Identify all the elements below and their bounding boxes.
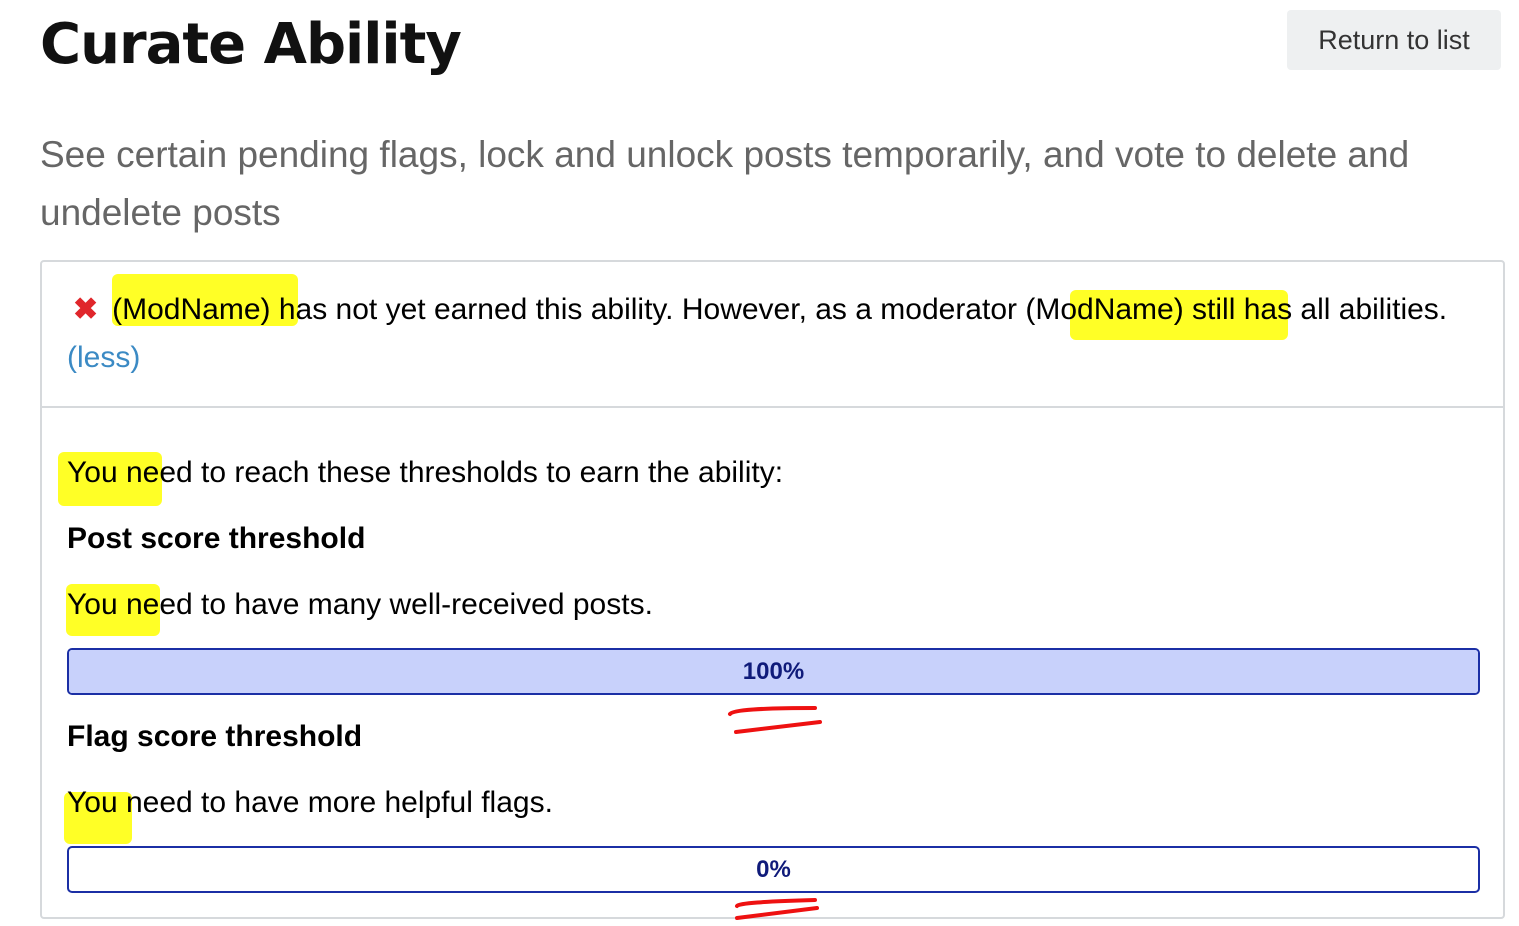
threshold-description: You need to have many well-received post… [67, 588, 653, 621]
ability-description: See certain pending flags, lock and unlo… [40, 134, 1410, 233]
threshold-heading: Post score threshold [67, 522, 366, 555]
return-to-list-button[interactable]: Return to list [1287, 10, 1501, 70]
ability-card: ✖ (ModName) has not yet earned this abili… [40, 260, 1505, 919]
annotation-scribble [728, 706, 822, 734]
progress-label: 0% [756, 856, 791, 883]
highlight-mark [64, 792, 132, 844]
thresholds-intro: You need to reach these thresholds to ea… [67, 456, 784, 489]
threshold-heading: Flag score threshold [67, 720, 363, 753]
highlight-mark [112, 274, 298, 326]
less-link[interactable]: (less) [67, 341, 141, 374]
highlight-mark [66, 584, 160, 636]
annotation-scribble [735, 898, 819, 920]
progress-bar: 0% [67, 846, 1480, 893]
highlight-mark [1070, 290, 1288, 340]
progress-fill [69, 650, 1478, 693]
threshold-description: You need to have more helpful flags. [67, 786, 553, 819]
x-icon: ✖ [73, 293, 99, 326]
progress-label: 100% [742, 658, 805, 685]
highlight-mark [58, 452, 162, 506]
progress-bar: 100% [67, 648, 1480, 695]
page-title: Curate Ability [40, 12, 462, 77]
